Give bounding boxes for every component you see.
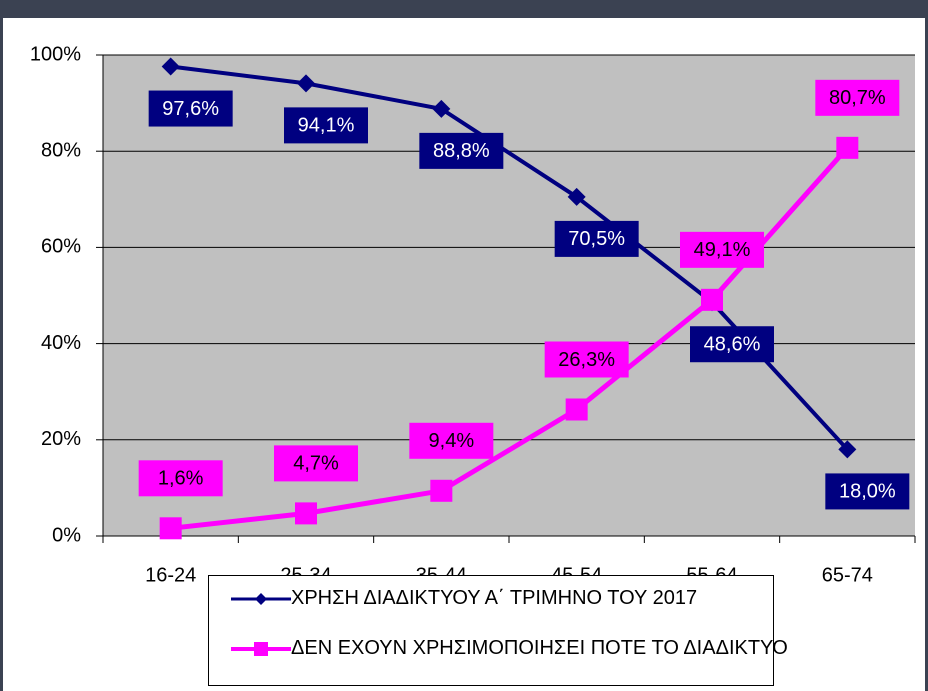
x-tick-label: 16-24: [145, 564, 196, 586]
series-line: [170, 146, 850, 531]
marker: [295, 502, 317, 525]
legend-icon: [231, 642, 291, 656]
frame-left: [0, 18, 3, 691]
data-label: 9,4%: [429, 430, 475, 452]
data-label-box: [554, 220, 639, 257]
x-tick-label: 65-74: [822, 564, 873, 586]
data-label: 80,7%: [829, 87, 886, 109]
data-label-box: [690, 326, 774, 363]
y-tick-label: 80%: [41, 139, 81, 161]
data-label: 97,6%: [162, 98, 219, 120]
marker: [701, 288, 723, 311]
legend: ΧΡΗΣΗ ΔΙΑΔΙΚΤΥΟΥ Α΄ ΤΡΙΜΗΝΟ ΤΟΥ 2017 ΔΕΝ …: [208, 575, 788, 686]
data-label-box: [419, 132, 504, 169]
marker: [254, 642, 268, 656]
marker: [565, 398, 588, 421]
marker: [836, 136, 859, 159]
marker: [838, 440, 857, 459]
data-label: 88,8%: [433, 140, 490, 162]
data-label: 18,0%: [839, 481, 896, 503]
legend-label: ΧΡΗΣΗ ΔΙΑΔΙΚΤΥΟΥ Α΄ ΤΡΙΜΗΝΟ ΤΟΥ 2017: [291, 587, 698, 609]
data-label: 4,7%: [293, 453, 339, 475]
y-tick-label: 20%: [41, 428, 81, 450]
data-label-box: [274, 445, 358, 482]
y-tick-label: 100%: [30, 43, 81, 65]
y-tick-label: 60%: [41, 236, 81, 258]
marker: [159, 517, 182, 540]
legend-entry: ΔΕΝ ΕΧΟΥΝ ΧΡΗΣΙΜΟΠΟΙΗΣΕΙ ΠΟΤΕ ΤΟ ΔΙΑΔΙΚΤ…: [231, 637, 791, 659]
marker: [255, 593, 267, 605]
data-label-box: [409, 422, 494, 459]
marker: [567, 187, 586, 206]
marker: [430, 479, 453, 502]
marker: [161, 57, 180, 76]
data-label: 70,5%: [568, 228, 625, 250]
data-label-box: [815, 79, 900, 116]
data-label: 48,6%: [704, 334, 761, 356]
data-label-box: [544, 341, 629, 378]
legend-icon: [231, 593, 291, 605]
data-label-box: [284, 107, 368, 144]
top-bar: [0, 0, 928, 18]
legend-label: ΔΕΝ ΕΧΟΥΝ ΧΡΗΣΙΜΟΠΟΙΗΣΕΙ ΠΟΤΕ ΤΟ ΔΙΑΔΙΚΤ…: [291, 637, 788, 659]
data-label: 94,1%: [298, 115, 355, 137]
data-label: 26,3%: [558, 349, 615, 371]
marker: [297, 74, 315, 93]
data-label-box: [148, 90, 233, 127]
y-tick-label: 40%: [41, 332, 81, 354]
data-label: 1,6%: [158, 468, 204, 490]
data-label-box: [825, 473, 910, 510]
y-tick-label: 0%: [52, 524, 81, 546]
data-label: 49,1%: [694, 239, 751, 261]
marker: [432, 99, 451, 118]
data-label-box: [138, 460, 223, 497]
frame-right: [925, 18, 928, 691]
data-label-box: [680, 231, 764, 268]
legend-entry: ΧΡΗΣΗ ΔΙΑΔΙΚΤΥΟΥ Α΄ ΤΡΙΜΗΝΟ ΤΟΥ 2017: [231, 587, 791, 609]
plot-area: [103, 55, 915, 536]
